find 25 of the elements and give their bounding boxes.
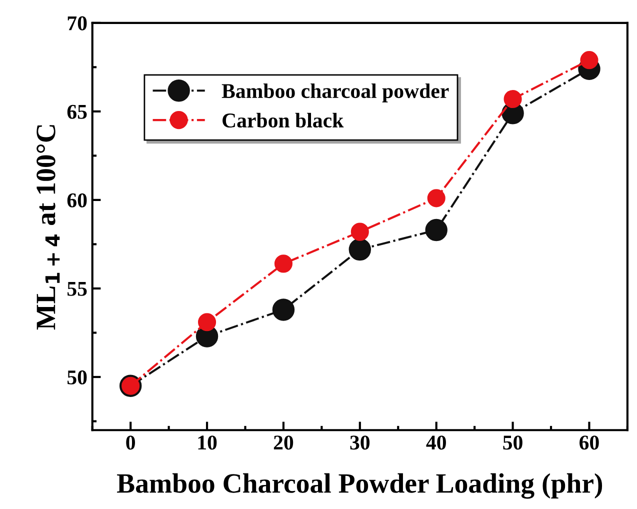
legend-label: Carbon black xyxy=(222,112,344,128)
point xyxy=(427,189,446,208)
point xyxy=(272,298,295,321)
x-tick-label: 10 xyxy=(198,436,217,450)
y-tick-label: 65 xyxy=(67,104,87,119)
x-tick-label: 30 xyxy=(350,436,370,450)
legend-label: Bamboo charcoal powder xyxy=(222,83,449,102)
point xyxy=(274,254,292,273)
x-tick-label: 60 xyxy=(580,436,599,450)
x-tick-label: 20 xyxy=(274,436,294,450)
point xyxy=(198,313,216,332)
point xyxy=(504,90,522,108)
x-tick-label: 0 xyxy=(126,436,135,450)
point xyxy=(350,222,369,241)
x-tick-label: 40 xyxy=(426,436,446,450)
point xyxy=(425,218,448,242)
y-tick-label: 50 xyxy=(68,370,87,384)
y-tick-label: 60 xyxy=(67,193,87,208)
y-tick-label: 55 xyxy=(68,282,87,296)
y-axis-title: ML$_{1+4}$ at 100°C xyxy=(36,125,60,330)
point xyxy=(580,51,598,70)
x-axis-title: Bamboo Charcoal Powder Loading (phr) xyxy=(117,473,602,499)
point xyxy=(348,238,372,261)
y-tick-label: 70 xyxy=(68,16,87,30)
x-tick-label: 50 xyxy=(503,436,522,450)
